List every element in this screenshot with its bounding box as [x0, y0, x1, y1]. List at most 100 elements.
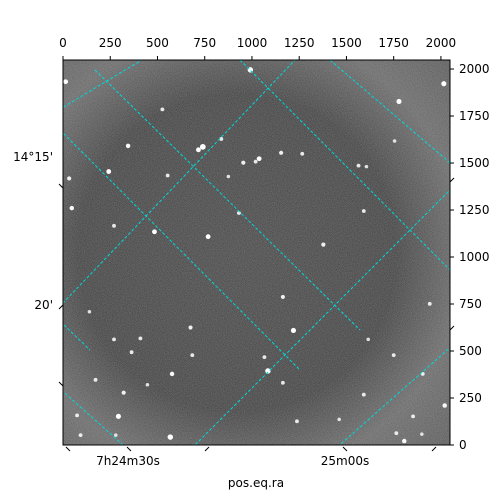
- y-tick-label: 1250: [459, 203, 490, 217]
- dec-tick: [449, 325, 455, 331]
- star: [69, 205, 75, 211]
- star: [364, 164, 369, 169]
- star: [241, 160, 246, 165]
- ra-tick: [204, 446, 210, 452]
- star: [93, 377, 98, 382]
- star: [167, 434, 174, 440]
- dec-tick: [449, 177, 455, 183]
- star: [115, 413, 121, 419]
- dec-axis-right-ticks: [449, 177, 455, 331]
- ra-tick: [126, 446, 132, 452]
- x-pixel-axis-top: 0 250 500 750 1000 1250 1500 1750 2000: [59, 36, 456, 60]
- star: [256, 156, 262, 162]
- star: [280, 294, 285, 300]
- sky-noise: [63, 60, 450, 445]
- star: [420, 432, 424, 436]
- star: [280, 380, 285, 385]
- star: [188, 325, 193, 330]
- star: [265, 368, 271, 374]
- x-tick-label: 250: [99, 36, 122, 50]
- star: [253, 159, 258, 164]
- star: [442, 403, 447, 408]
- star: [78, 433, 83, 438]
- dec-axis-left: 14°15' 20': [13, 150, 64, 387]
- star: [295, 419, 299, 424]
- grid-line: [329, 60, 450, 164]
- y-tick-label: 500: [459, 344, 482, 358]
- y-tick-label: 2000: [459, 62, 490, 76]
- star: [427, 301, 432, 306]
- x-tick-label: 2000: [426, 36, 457, 50]
- dec-tick: [58, 381, 64, 387]
- dec-tick-label: 14°15': [13, 150, 53, 164]
- sky-image: [63, 60, 450, 445]
- star: [160, 107, 165, 112]
- star: [129, 350, 134, 355]
- star: [226, 174, 231, 179]
- dec-tick-label: 20': [34, 298, 53, 312]
- star: [392, 139, 397, 143]
- x-tick-label: 1750: [378, 36, 409, 50]
- star: [114, 433, 118, 437]
- y-tick-label: 0: [459, 438, 467, 452]
- star: [145, 383, 150, 387]
- star: [75, 413, 79, 418]
- y-tick-label: 750: [459, 297, 482, 311]
- star: [337, 417, 341, 422]
- y-pixel-axis-right: 0 250 500 750 1000 1250 1500 1750 2000: [450, 62, 490, 452]
- star: [396, 98, 402, 105]
- star: [219, 137, 224, 141]
- star: [138, 336, 143, 341]
- grid-line: [63, 60, 296, 304]
- coordinate-grid: [63, 60, 450, 445]
- x-axis-label: pos.eq.ra: [228, 476, 284, 490]
- star: [356, 163, 361, 168]
- star: [196, 147, 201, 153]
- star: [152, 229, 157, 235]
- dec-tick: [58, 304, 64, 310]
- plot-frame: [62, 59, 451, 446]
- x-tick-label: 0: [59, 36, 67, 50]
- star: [112, 337, 116, 342]
- stars-layer: [63, 67, 447, 444]
- star: [112, 223, 116, 228]
- star: [190, 353, 195, 358]
- ra-tick: [431, 446, 437, 452]
- star: [290, 327, 297, 334]
- y-tick-label: 1750: [459, 109, 490, 123]
- star: [106, 169, 112, 174]
- grid-line: [63, 60, 143, 108]
- ra-axis-bottom: 7h24m30s 25m00s pos.eq.ra: [65, 446, 437, 490]
- ra-tick-label: 7h24m30s: [96, 454, 160, 468]
- star: [169, 371, 175, 377]
- star: [300, 151, 305, 156]
- x-tick-label: 1000: [237, 36, 268, 50]
- x-tick-label: 750: [193, 36, 216, 50]
- y-tick-label: 1000: [459, 250, 490, 264]
- y-tick-label: 250: [459, 391, 482, 405]
- star: [411, 414, 415, 419]
- star: [441, 81, 447, 87]
- ra-tick: [342, 446, 348, 452]
- star: [63, 79, 69, 85]
- star: [125, 143, 131, 149]
- grid-line: [63, 390, 124, 445]
- x-tick-label: 1500: [331, 36, 362, 50]
- star: [87, 309, 92, 314]
- grid-line: [194, 189, 450, 445]
- star: [321, 242, 326, 247]
- star: [366, 337, 370, 342]
- star: [199, 143, 206, 150]
- grid-line: [94, 69, 361, 331]
- star: [361, 392, 366, 397]
- star: [402, 438, 407, 444]
- star: [121, 390, 126, 395]
- ra-tick-label: 25m00s: [321, 454, 369, 468]
- star: [394, 431, 399, 436]
- star: [262, 355, 267, 360]
- star: [67, 176, 72, 181]
- star: [391, 353, 396, 358]
- grid-line: [239, 60, 450, 271]
- star: [279, 150, 284, 155]
